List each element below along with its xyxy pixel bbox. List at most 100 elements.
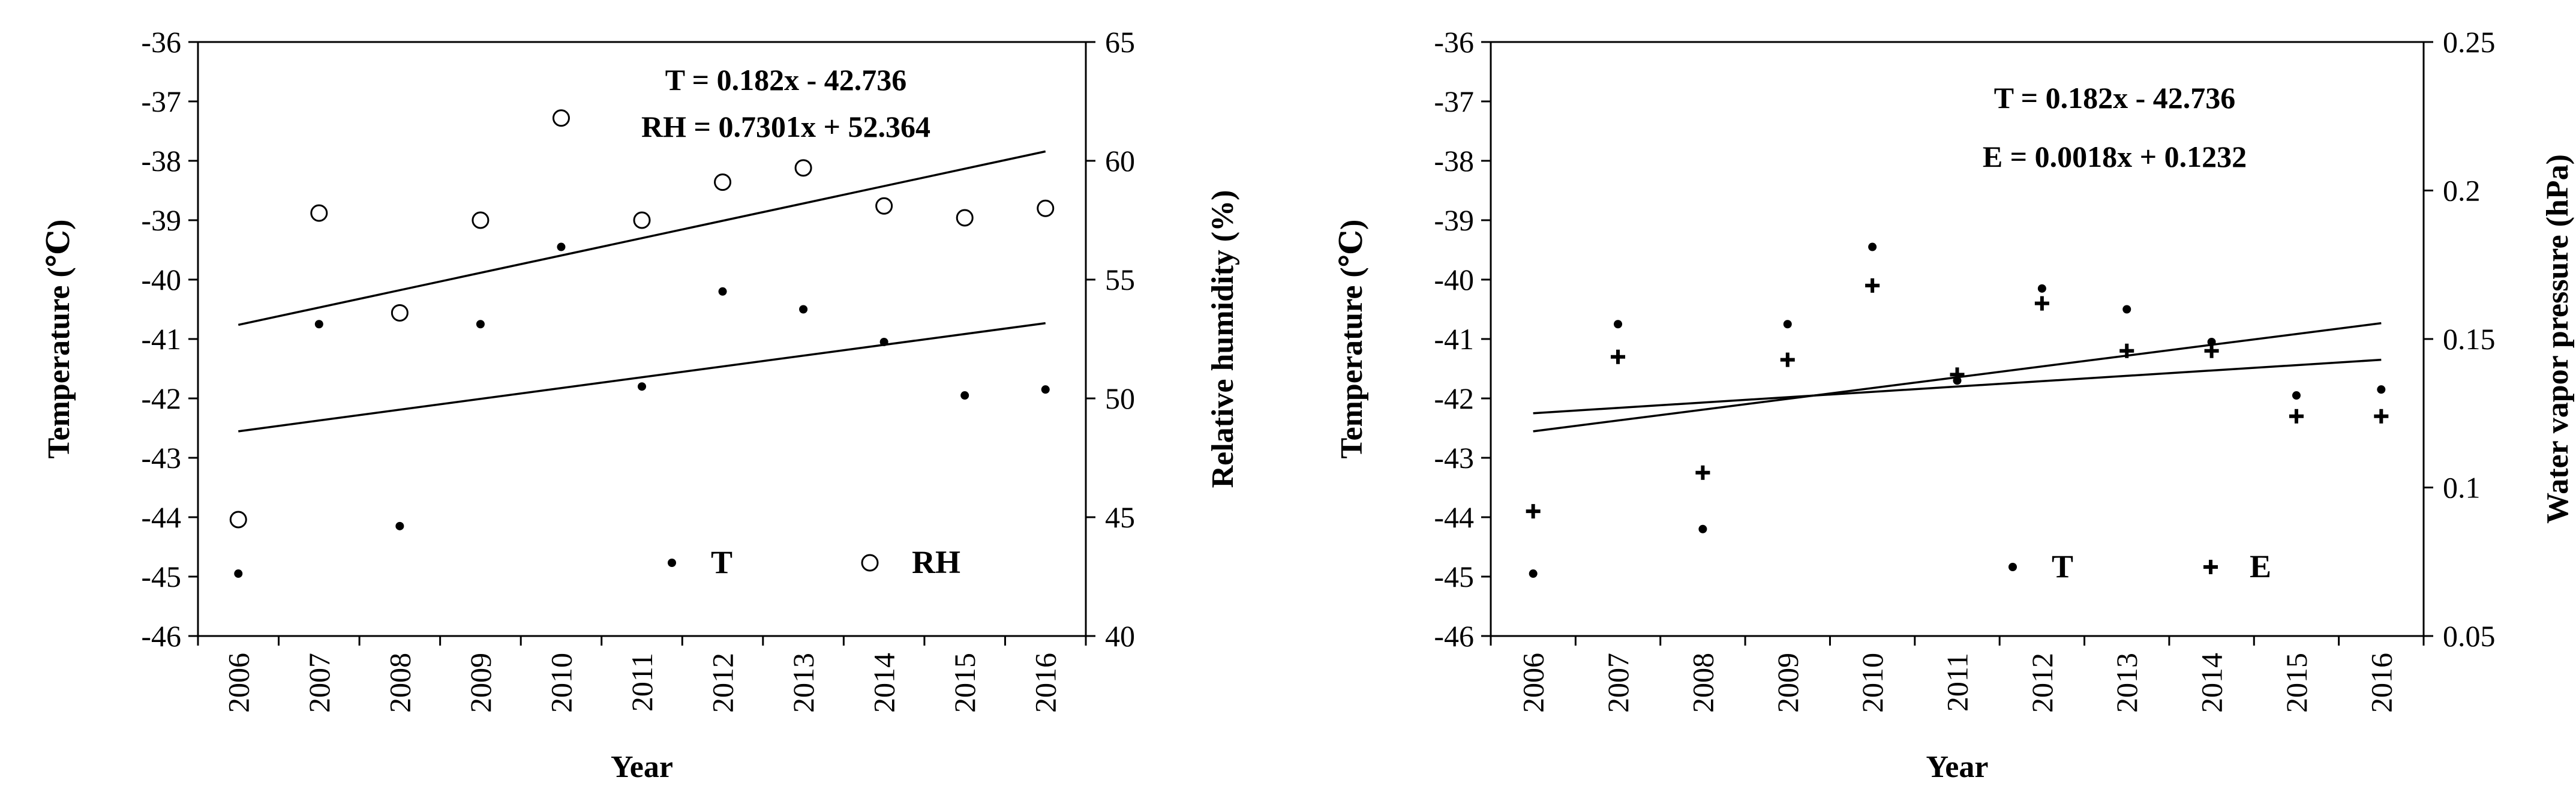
- y-left-axis-title: Temperature (℃): [1335, 220, 1369, 459]
- data-point-t: [1529, 569, 1538, 578]
- data-point-e: [1695, 465, 1710, 480]
- y-right-tick-label: 0.1: [2443, 471, 2481, 505]
- data-point-rh: [714, 173, 732, 191]
- y-left-tick-label: -38: [1434, 144, 1474, 178]
- trendline-e: [1533, 358, 2382, 415]
- data-point-t: [960, 391, 969, 400]
- x-tick-label: 2009: [464, 653, 497, 713]
- y-left-tick-label: -46: [1434, 619, 1474, 653]
- y-left-tick-label: -41: [1434, 322, 1474, 356]
- y-left-tick-label: -42: [141, 382, 181, 415]
- y-left-tick-label: -39: [1434, 203, 1474, 237]
- x-tick-label: 2008: [1686, 653, 1719, 713]
- x-tick-label: 2008: [383, 653, 416, 713]
- y-left-tick-label: -36: [141, 25, 181, 59]
- data-point-rh: [391, 304, 409, 322]
- data-point-t: [1783, 320, 1792, 329]
- x-tick-label: 2014: [867, 653, 901, 713]
- regression-equation: T = 0.182x - 42.736: [665, 63, 907, 97]
- data-point-t: [1868, 242, 1877, 251]
- y-left-tick-label: -40: [1434, 263, 1474, 296]
- data-point-t: [395, 521, 404, 530]
- y-right-tick-label: 0.25: [2443, 25, 2496, 59]
- plot-frame: [1490, 41, 2425, 637]
- x-tick-label: 2010: [1856, 653, 1889, 713]
- x-tick-label: 2013: [2110, 653, 2143, 713]
- data-point-e: [2034, 296, 2049, 311]
- regression-equation: E = 0.0018x + 0.1232: [1983, 140, 2247, 173]
- x-tick-label: 2010: [544, 653, 578, 713]
- data-point-rh: [310, 204, 328, 222]
- y-left-tick-label: -46: [141, 619, 181, 653]
- data-point-t: [799, 305, 808, 314]
- y-left-tick-label: -43: [141, 441, 181, 475]
- data-point-t: [2207, 337, 2216, 346]
- data-point-e: [2289, 409, 2304, 424]
- y-left-tick-label: -45: [141, 560, 181, 593]
- data-point-t: [2122, 305, 2131, 314]
- trendline-t: [238, 322, 1046, 433]
- y-left-tick-label: -43: [1434, 441, 1474, 475]
- x-tick-label: 2012: [706, 653, 740, 713]
- y-right-tick-label: 65: [1105, 25, 1135, 59]
- legend-marker-t: [668, 559, 676, 567]
- chart-2: -36 -37 -38 -39 -40 -41 -42 -43 -44 -45 -46 0.25 0.2…: [1335, 25, 2575, 784]
- y-left-tick-label: -37: [1434, 85, 1474, 118]
- data-point-t: [2377, 385, 2386, 394]
- data-point-e: [1780, 352, 1795, 367]
- y-left-axis-title: Temperature (℃): [42, 220, 76, 459]
- y-right-tick-label: 40: [1105, 619, 1135, 653]
- data-point-t: [2037, 284, 2046, 293]
- x-tick-label: 2009: [1771, 653, 1805, 713]
- x-tick-label: 2006: [1517, 653, 1550, 713]
- data-point-t: [476, 320, 485, 329]
- x-tick-label: 2016: [1029, 653, 1062, 713]
- legend-label: T: [711, 544, 732, 580]
- data-point-t: [718, 287, 727, 296]
- legend-marker-t: [2008, 563, 2017, 571]
- data-point-rh: [956, 209, 974, 227]
- x-tick-label: 2015: [2280, 653, 2313, 713]
- data-point-t: [879, 337, 888, 346]
- y-left-tick-label: -36: [1434, 25, 1474, 59]
- x-tick-label: 2016: [2364, 653, 2398, 713]
- data-point-t: [234, 569, 243, 578]
- y-right-tick-label: 45: [1105, 500, 1135, 534]
- data-point-e: [2119, 343, 2134, 358]
- data-point-rh: [552, 109, 570, 127]
- y-right-axis-title: Water vapor pressure (hPa): [2541, 154, 2575, 524]
- x-tick-label: 2006: [221, 653, 255, 713]
- data-point-e: [2374, 409, 2389, 424]
- regression-equation: T = 0.182x - 42.736: [1994, 81, 2236, 115]
- y-left-tick-label: -42: [1434, 382, 1474, 415]
- y-left-tick-label: -44: [141, 500, 181, 534]
- y-left-tick-label: -40: [141, 263, 181, 296]
- y-left-tick-label: -45: [1434, 560, 1474, 593]
- data-point-e: [1950, 367, 1965, 382]
- data-point-rh: [794, 159, 812, 177]
- data-point-t: [557, 242, 566, 251]
- y-right-tick-label: 55: [1105, 263, 1135, 296]
- x-tick-label: 2012: [2025, 653, 2059, 713]
- legend-label: E: [2250, 548, 2271, 584]
- data-point-e: [1611, 349, 1626, 364]
- x-axis-title: Year: [1926, 750, 1989, 784]
- x-tick-label: 2014: [2195, 653, 2229, 713]
- trendline-rh: [238, 150, 1046, 326]
- data-point-rh: [875, 197, 893, 215]
- regression-equation: RH = 0.7301x + 52.364: [641, 110, 930, 143]
- data-point-e: [2204, 343, 2219, 358]
- y-left-tick-label: -39: [141, 203, 181, 237]
- y-right-tick-label: 50: [1105, 382, 1135, 415]
- data-point-t: [1614, 320, 1623, 329]
- data-point-t: [1041, 385, 1050, 394]
- x-tick-label: 2013: [786, 653, 820, 713]
- legend: T RH: [668, 544, 960, 580]
- legend-marker-e: [2203, 560, 2218, 574]
- x-axis-title: Year: [611, 750, 673, 784]
- x-tick-label: 2015: [948, 653, 981, 713]
- y-right-tick-label: 60: [1105, 144, 1135, 178]
- legend-label: T: [2052, 548, 2073, 584]
